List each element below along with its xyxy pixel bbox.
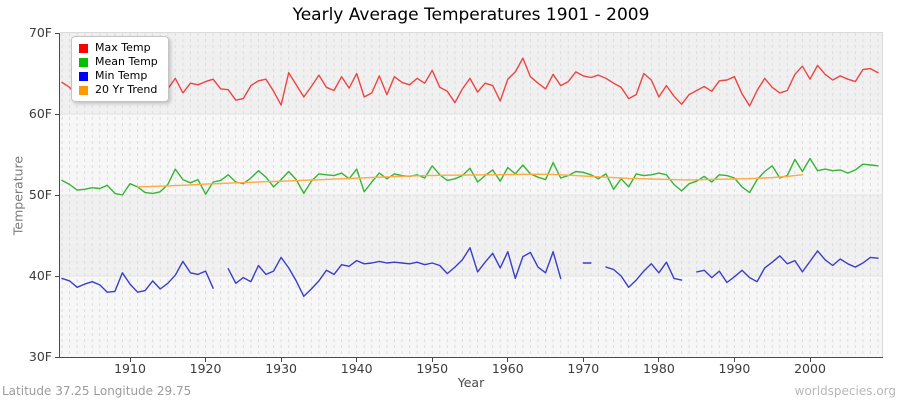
y-tick-label: 50F (28, 187, 52, 202)
y-tick-label: 70F (28, 25, 52, 40)
plot-area-svg (60, 33, 882, 357)
legend-label-mean-temp: Mean Temp (95, 55, 158, 68)
x-tick-mark (582, 358, 584, 362)
max-temp-swatch-icon (79, 43, 88, 53)
x-tick-label: 1980 (642, 361, 675, 376)
min-temp-swatch-icon (79, 71, 88, 81)
mean-temp-swatch-icon (79, 57, 88, 67)
x-tick-mark (129, 358, 131, 362)
plot-right-edge (882, 33, 883, 357)
legend-label-max-temp: Max Temp (95, 41, 151, 54)
x-tick-label: 2000 (794, 361, 826, 376)
x-tick-label: 1950 (416, 361, 449, 376)
x-tick-label: 1910 (114, 361, 146, 376)
y-tick-mark (55, 356, 59, 358)
x-tick-mark (809, 358, 811, 362)
x-tick-label: 1920 (189, 361, 222, 376)
x-tick-label: 1960 (491, 361, 524, 376)
x-tick-label: 1930 (265, 361, 298, 376)
y-tick-mark (55, 32, 59, 34)
y-axis-line (59, 33, 60, 358)
x-tick-mark (205, 358, 207, 362)
x-tick-mark (280, 358, 282, 362)
legend-item-mean-temp: Mean Temp (79, 56, 158, 68)
chart-legend: Max Temp Mean Temp Min Temp 20 Yr Trend (71, 36, 169, 102)
y-tick-label: 30F (28, 349, 52, 364)
x-tick-label: 1940 (340, 361, 373, 376)
watermark: worldspecies.org (794, 384, 896, 398)
x-tick-mark (733, 358, 735, 362)
legend-item-min-temp: Min Temp (79, 70, 158, 82)
x-tick-mark (658, 358, 660, 362)
x-axis-title: Year (457, 375, 485, 390)
y-tick-mark (55, 194, 59, 196)
legend-label-min-temp: Min Temp (95, 69, 148, 82)
x-tick-mark (356, 358, 358, 362)
x-tick-label: 1990 (718, 361, 751, 376)
x-tick-mark (431, 358, 433, 362)
y-tick-mark (55, 275, 59, 277)
chart-title: Yearly Average Temperatures 1901 - 2009 (292, 5, 650, 25)
y-tick-label: 40F (28, 268, 52, 283)
legend-item-20yr-trend: 20 Yr Trend (79, 84, 158, 96)
x-axis-line (59, 357, 883, 358)
x-tick-mark (507, 358, 509, 362)
coordinates-caption: Latitude 37.25 Longitude 29.75 (2, 384, 192, 398)
legend-label-20yr-trend: 20 Yr Trend (95, 83, 158, 96)
trend-swatch-icon (79, 85, 88, 95)
y-tick-mark (55, 113, 59, 115)
y-tick-label: 60F (28, 106, 52, 121)
legend-item-max-temp: Max Temp (79, 42, 158, 54)
plot-top-edge (60, 32, 883, 33)
y-axis-title: Temperature (10, 155, 26, 236)
x-tick-label: 1970 (567, 361, 600, 376)
plot-area (60, 33, 882, 357)
